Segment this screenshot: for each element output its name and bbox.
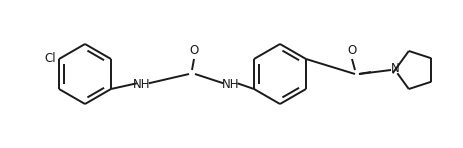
Text: O: O xyxy=(347,45,356,58)
Text: O: O xyxy=(189,45,198,58)
Text: Cl: Cl xyxy=(44,52,56,65)
Text: NH: NH xyxy=(221,78,239,91)
Text: NH: NH xyxy=(133,78,150,91)
Text: N: N xyxy=(390,62,399,75)
